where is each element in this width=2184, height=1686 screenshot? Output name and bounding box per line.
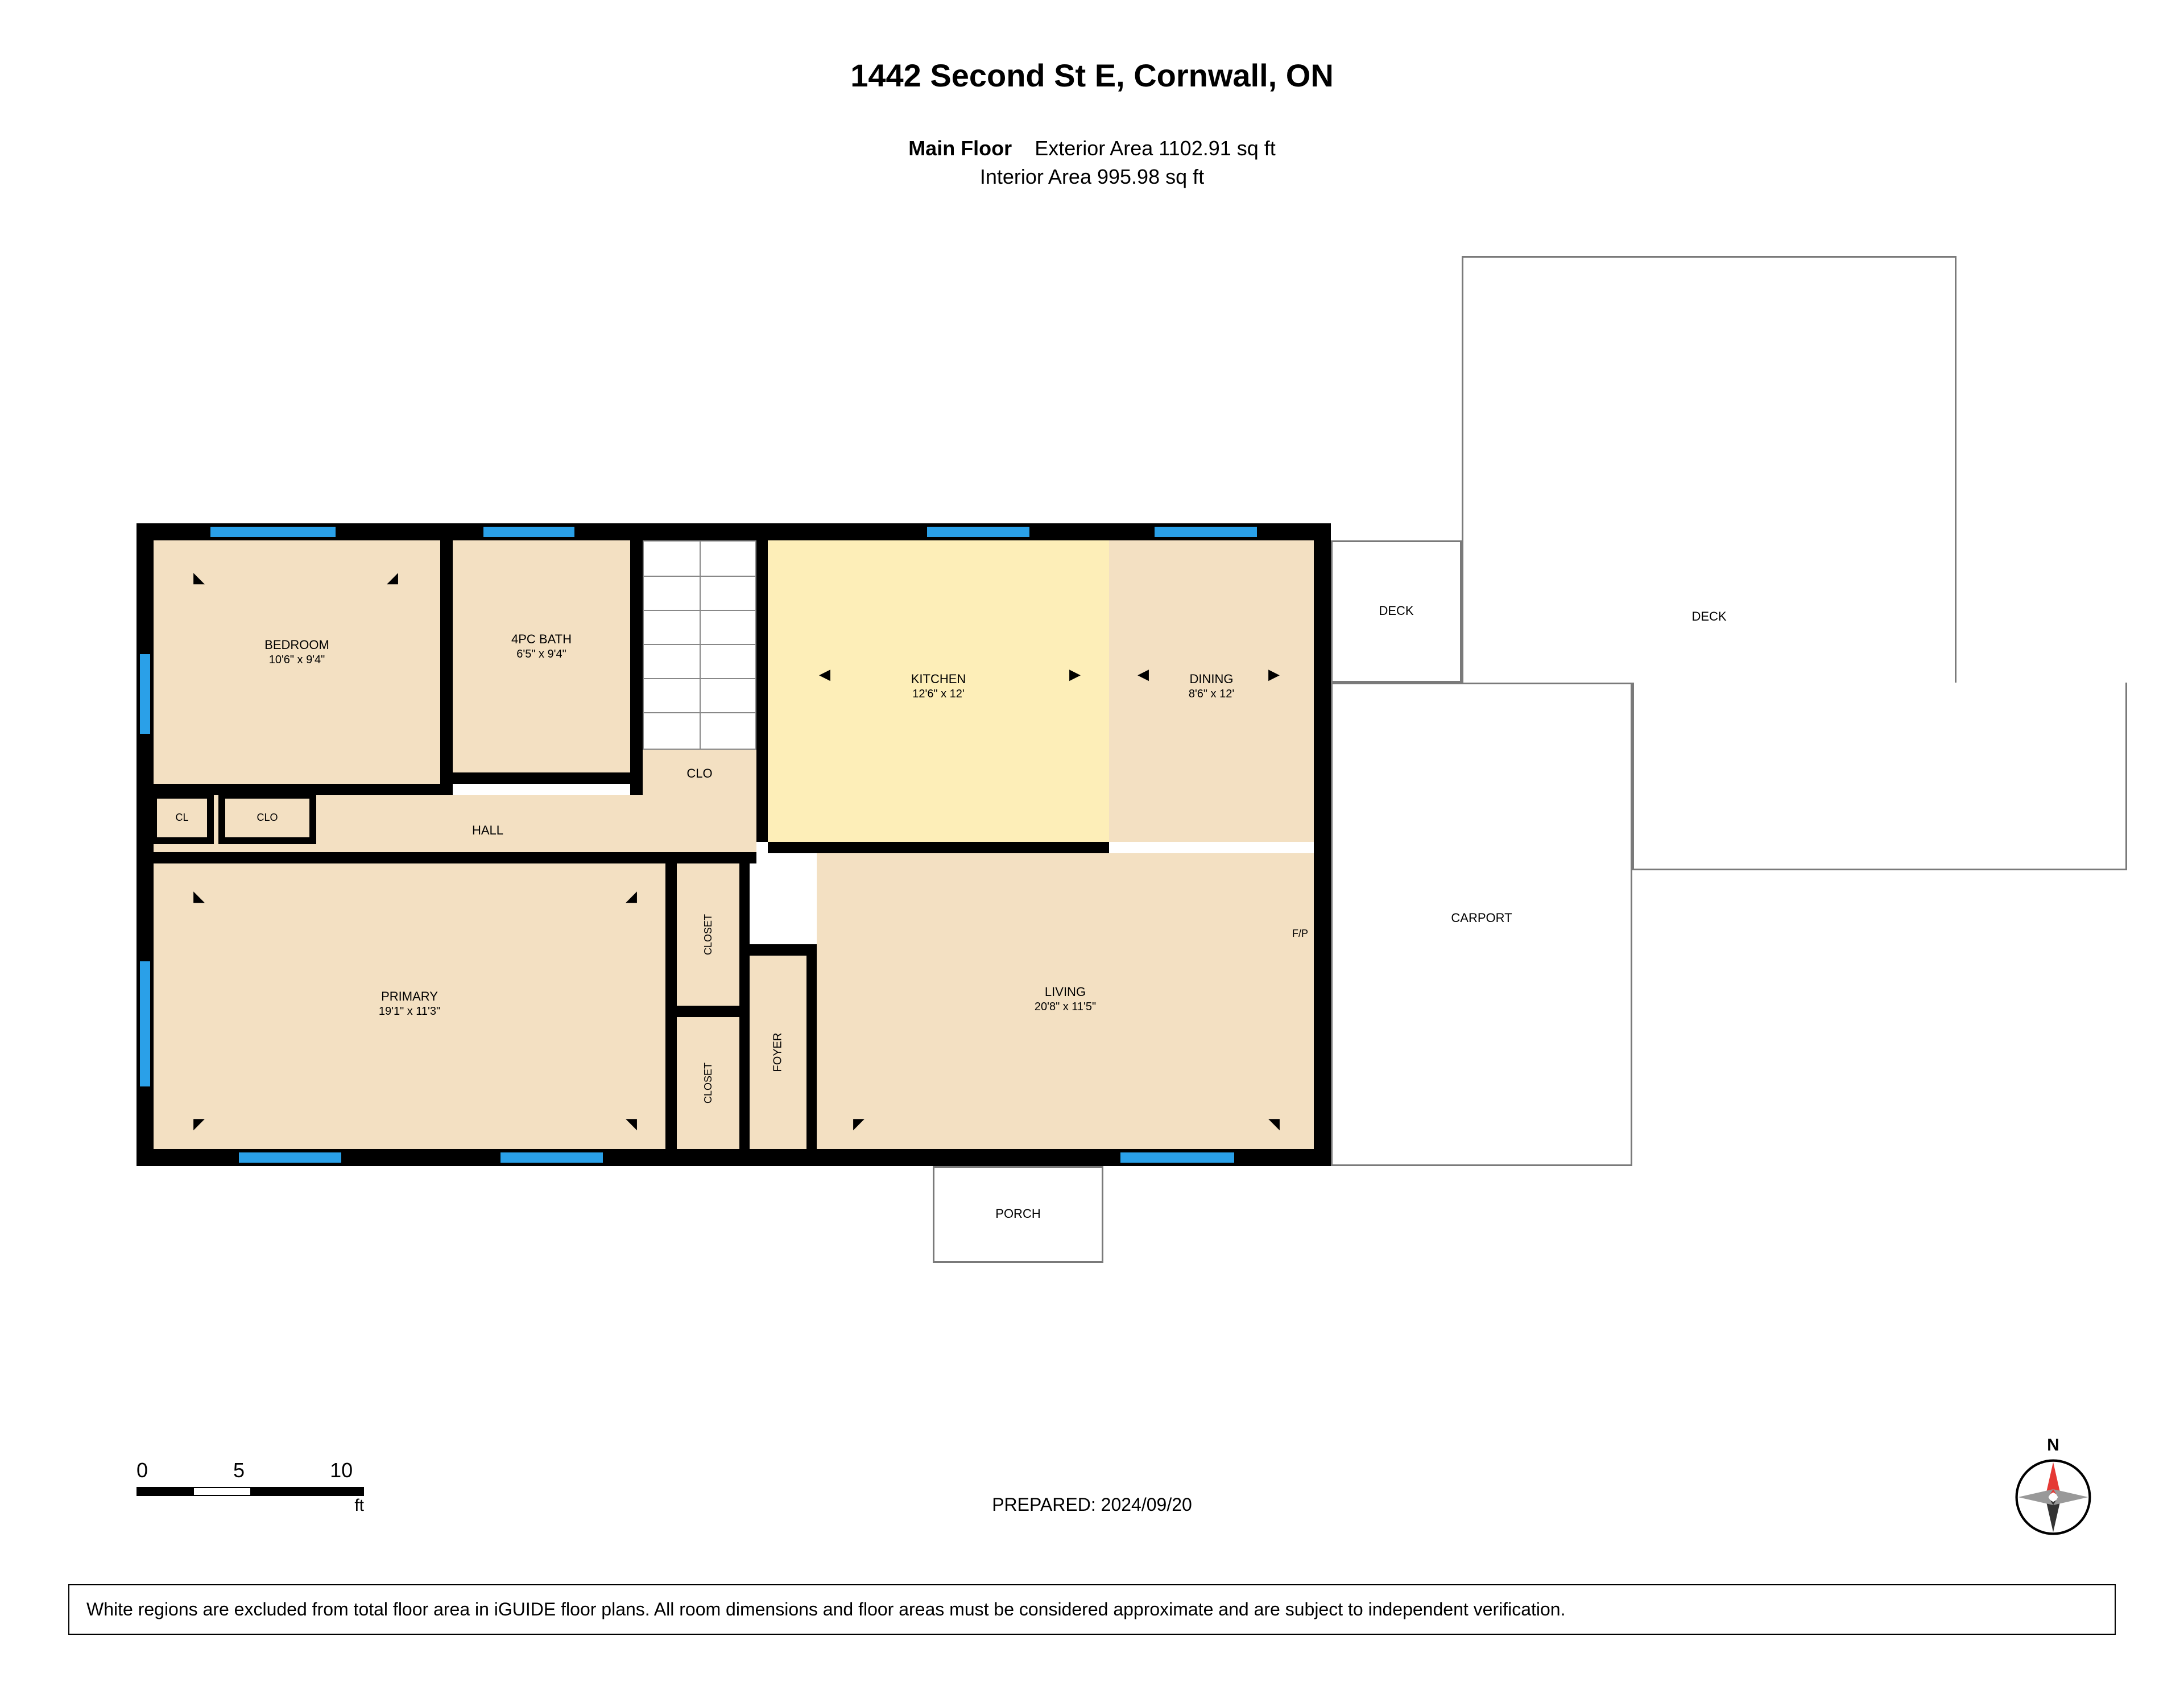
window xyxy=(239,1152,341,1163)
porch-label: PORCH xyxy=(933,1206,1103,1222)
living: LIVING 20'8" x 11'5" F/P xyxy=(817,853,1314,1149)
floor-plan: DECK CARPORT DECK BEDROOM 10'6 xyxy=(136,523,2104,1263)
window xyxy=(1155,527,1257,537)
scale-tick-2: 10 xyxy=(330,1458,353,1482)
wall-right xyxy=(1314,523,1331,1166)
compass-icon xyxy=(2013,1457,2093,1537)
iw xyxy=(440,540,453,795)
iw xyxy=(806,944,817,1149)
closet-cl: CL xyxy=(154,795,210,841)
iw xyxy=(665,863,677,1149)
deck-upper-b xyxy=(1632,683,2127,870)
iw xyxy=(154,852,756,863)
iw xyxy=(739,944,817,956)
floorplan-page: 1442 Second St E, Cornwall, ON Main Floo… xyxy=(0,0,2184,1686)
iw xyxy=(739,863,750,1149)
exterior-area: Exterior Area 1102.91 sq ft xyxy=(1035,137,1276,160)
bath-4pc: 4PC BATH 6'5" x 9'4" xyxy=(453,540,630,772)
deck1-label: DECK xyxy=(1331,603,1462,619)
closet-4: CLOSET xyxy=(677,1017,739,1149)
floor-areas-line1: Main Floor Exterior Area 1102.91 sq ft xyxy=(0,137,2184,160)
iw xyxy=(768,842,1109,853)
deck2-label: DECK xyxy=(1462,609,1956,625)
interior-area: Interior Area 995.98 sq ft xyxy=(0,165,2184,189)
window xyxy=(483,527,574,537)
compass-n-label: N xyxy=(2013,1436,2093,1455)
window xyxy=(140,961,150,1086)
iw xyxy=(154,784,444,795)
window xyxy=(1120,1152,1234,1163)
window xyxy=(140,654,150,734)
closet-3: CLOSET xyxy=(677,863,739,1006)
dining: DINING 8'6" x 12' xyxy=(1109,540,1314,842)
compass: N xyxy=(2013,1436,2093,1515)
kitchen: KITCHEN 12'6" x 12' xyxy=(768,540,1109,842)
fireplace-label: F/P xyxy=(1292,927,1308,940)
stairs: DN xyxy=(643,540,756,750)
window xyxy=(500,1152,603,1163)
iw xyxy=(677,1006,739,1017)
window xyxy=(927,527,1029,537)
carport-label: CARPORT xyxy=(1331,910,1632,926)
closet-under-stairs: CLO xyxy=(643,750,756,795)
iw xyxy=(630,540,643,795)
floor-label: Main Floor xyxy=(908,137,1012,160)
primary: PRIMARY 19'1" x 11'3" xyxy=(154,863,665,1149)
foyer: FOYER xyxy=(750,956,806,1149)
prepared-date: PREPARED: 2024/09/20 xyxy=(0,1494,2184,1515)
window xyxy=(210,527,336,537)
disclaimer: White regions are excluded from total fl… xyxy=(68,1584,2116,1635)
scale-tick-1: 5 xyxy=(233,1458,245,1482)
iw xyxy=(453,772,643,784)
closet-clo2: CLO xyxy=(222,795,313,841)
scale-tick-0: 0 xyxy=(136,1458,148,1482)
page-title: 1442 Second St E, Cornwall, ON xyxy=(0,57,2184,94)
iw xyxy=(756,540,768,842)
